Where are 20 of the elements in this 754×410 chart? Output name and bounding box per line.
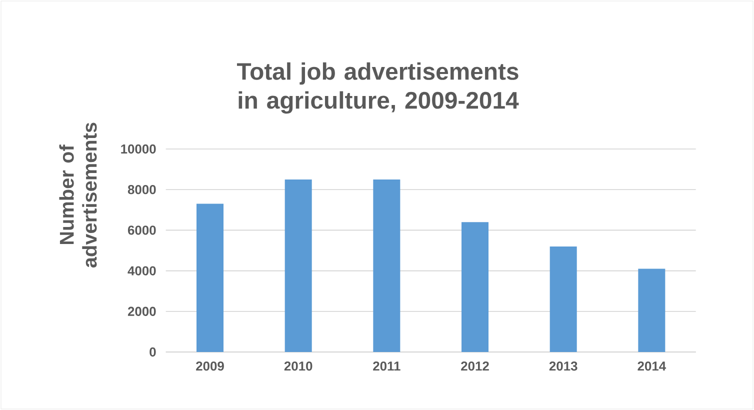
x-tick-label: 2010 xyxy=(284,362,312,371)
y-tick-label: 8000 xyxy=(128,185,156,194)
y-tick-label: 0 xyxy=(150,347,156,357)
bar xyxy=(373,179,400,352)
x-tick-label: 2014 xyxy=(638,362,666,371)
bar xyxy=(462,222,489,352)
x-tick-label: 2013 xyxy=(549,362,578,371)
x-tick-label: 2012 xyxy=(461,362,489,371)
x-tick-label: 2011 xyxy=(373,362,400,371)
bar xyxy=(284,179,312,352)
chart-title: Total job advertisements in agriculture, 2009-2014 xyxy=(236,62,519,114)
y-tick-label: 2000 xyxy=(128,306,156,316)
y-tick-label: 10000 xyxy=(121,144,156,154)
y-tick-label: 4000 xyxy=(128,266,156,276)
bar xyxy=(550,246,577,352)
bar xyxy=(638,268,666,352)
x-tick-label: 2009 xyxy=(196,362,224,371)
y-axis-title: Number of advertisements xyxy=(59,122,97,268)
bar xyxy=(196,204,224,352)
y-tick-label: 6000 xyxy=(128,226,156,235)
